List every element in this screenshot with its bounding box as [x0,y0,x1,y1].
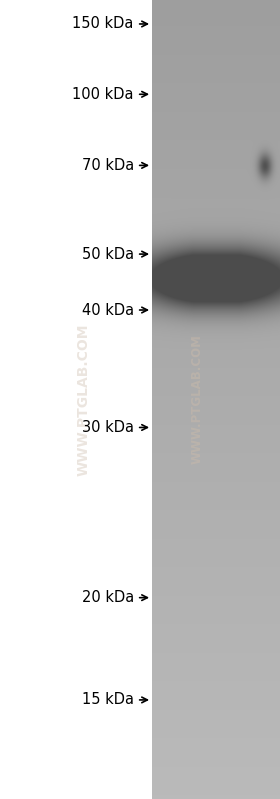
Text: 15 kDa: 15 kDa [82,693,134,707]
Text: 70 kDa: 70 kDa [81,158,134,173]
Text: 50 kDa: 50 kDa [82,247,134,261]
Text: 30 kDa: 30 kDa [82,420,134,435]
Text: 100 kDa: 100 kDa [72,87,134,101]
Text: WWW.PTGLAB.COM: WWW.PTGLAB.COM [77,324,91,475]
Text: 20 kDa: 20 kDa [81,590,134,605]
Text: WWW.PTGLAB.COM: WWW.PTGLAB.COM [190,335,203,464]
Text: 150 kDa: 150 kDa [73,17,134,31]
Text: 40 kDa: 40 kDa [82,303,134,317]
